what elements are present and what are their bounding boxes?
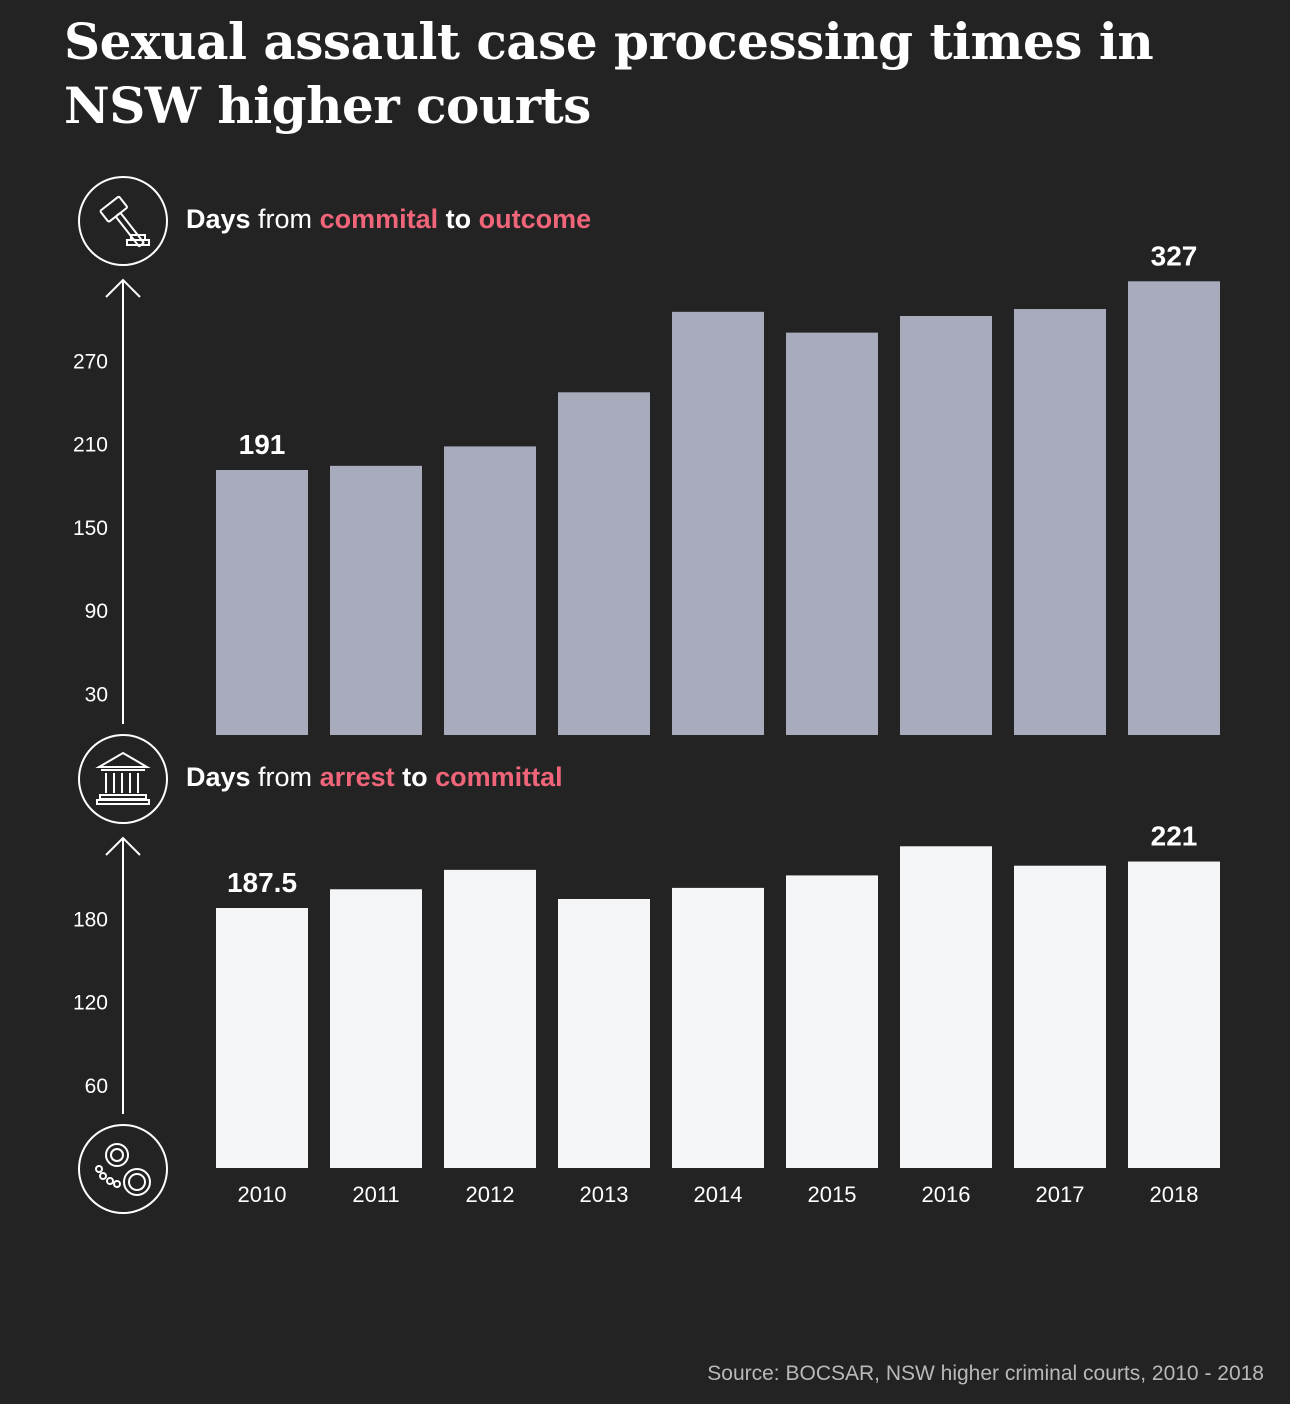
bottom-ytick-label: 180: [73, 908, 108, 931]
x-tick-label: 2016: [922, 1182, 971, 1207]
courthouse-icon: [78, 734, 168, 824]
x-tick-label: 2014: [694, 1182, 743, 1207]
top-ytick-label: 270: [73, 350, 108, 373]
top-bar-2010: [216, 469, 308, 735]
x-tick-label: 2015: [808, 1182, 857, 1207]
bottom-axis-arrow: [105, 836, 141, 1114]
label-highlight: commital: [319, 204, 439, 234]
top-chart-label: Days from commital to outcome: [186, 204, 591, 235]
label-word: Days: [186, 204, 251, 234]
top-bar-2013: [558, 392, 650, 735]
top-data-label: 191: [239, 429, 286, 460]
top-ytick-label: 150: [73, 517, 108, 540]
top-bar-2018: [1128, 281, 1220, 735]
bottom-data-label: 221: [1151, 821, 1198, 852]
top-bar-2012: [444, 446, 536, 735]
x-tick-label: 2013: [580, 1182, 629, 1207]
page-title: Sexual assault case processing times in …: [64, 12, 1154, 135]
bottom-bar-2017: [1014, 865, 1106, 1168]
top-data-label: 327: [1151, 240, 1198, 271]
top-bar-2014: [672, 311, 764, 735]
x-tick-label: 2010: [238, 1182, 287, 1207]
source-note: Source: BOCSAR, NSW higher criminal cour…: [707, 1362, 1264, 1385]
bottom-ytick-label: 120: [73, 992, 108, 1015]
bottom-bar-2014: [672, 887, 764, 1168]
x-tick-label: 2018: [1150, 1182, 1199, 1207]
top-bar-2011: [330, 465, 422, 735]
label-highlight: outcome: [478, 204, 592, 234]
top-ytick-label: 30: [85, 683, 108, 706]
bottom-bar-2010: [216, 907, 308, 1168]
label-word: Days: [186, 762, 251, 792]
x-tick-label: 2012: [466, 1182, 515, 1207]
bottom-ytick-label: 60: [85, 1075, 108, 1098]
bottom-data-label: 187.5: [227, 867, 297, 898]
label-highlight: arrest: [319, 762, 395, 792]
top-ytick-label: 210: [73, 434, 108, 457]
bottom-bar-2013: [558, 898, 650, 1168]
bottom-bar-2011: [330, 889, 422, 1168]
x-tick-label: 2011: [352, 1182, 399, 1207]
top-bar-2015: [786, 332, 878, 735]
label-word: from: [250, 762, 320, 792]
top-bar-2017: [1014, 309, 1106, 735]
bottom-bar-2015: [786, 875, 878, 1168]
top-ytick-label: 90: [85, 600, 108, 623]
label-word: to: [438, 204, 479, 234]
x-tick-label: 2017: [1036, 1182, 1085, 1207]
gavel-icon: [78, 176, 168, 266]
bottom-bar-2018: [1128, 861, 1220, 1168]
top-bar-2016: [900, 315, 992, 735]
label-highlight: committal: [435, 762, 563, 792]
bottom-chart-label: Days from arrest to committal: [186, 762, 563, 793]
bottom-bar-2012: [444, 869, 536, 1168]
top-axis-arrow: [105, 278, 141, 724]
handcuffs-icon: [78, 1124, 168, 1214]
label-word: from: [250, 204, 320, 234]
bottom-bar-2016: [900, 846, 992, 1168]
label-word: to: [394, 762, 436, 792]
